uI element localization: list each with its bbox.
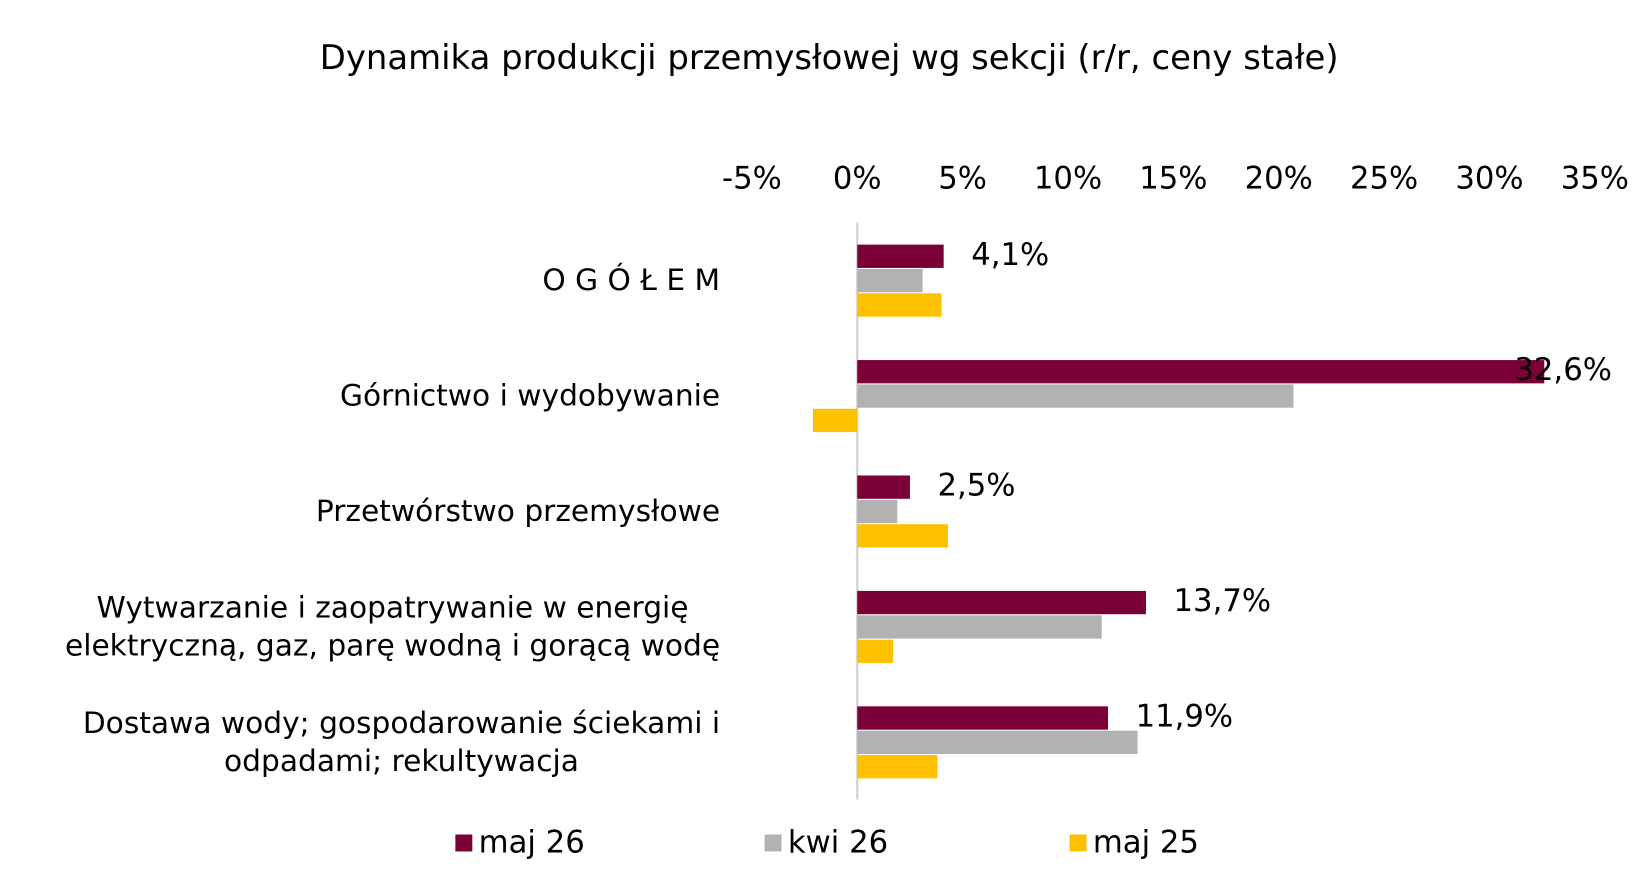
x-tick-label: 5% — [938, 161, 987, 197]
x-tick-label: 0% — [833, 161, 882, 197]
x-tick-label: 35% — [1561, 161, 1629, 197]
category-text: O G Ó Ł E M — [542, 262, 721, 298]
category-label: O G Ó Ł E M — [542, 262, 720, 300]
legend-swatch — [455, 834, 473, 852]
value-label: 13,7% — [1174, 583, 1272, 619]
chart-title: Dynamika produkcji przemysłowej wg sekcj… — [320, 38, 1339, 77]
bar — [857, 475, 910, 499]
bar — [857, 730, 1138, 755]
bar — [857, 706, 1109, 730]
bar — [857, 268, 923, 293]
category-text: Wytwarzanie i zaopatrywanie w energię el… — [64, 589, 721, 663]
bar — [857, 360, 1545, 384]
legend-swatch — [1069, 834, 1087, 852]
bar — [813, 408, 858, 433]
x-tick-label: -5% — [722, 161, 782, 197]
category-label: Górnictwo i wydobywanie — [340, 377, 720, 415]
value-label: 32,6% — [1514, 352, 1612, 388]
category-text: Dostawa wody; gospodarowanie ściekami i … — [82, 705, 721, 779]
value-label: 4,1% — [971, 237, 1049, 273]
bar — [857, 499, 898, 524]
bar — [857, 524, 948, 548]
category-label: Dostawa wody; gospodarowanie ściekami i … — [83, 704, 720, 780]
bar — [857, 615, 1102, 639]
value-label: 2,5% — [937, 468, 1015, 504]
legend-swatch — [764, 834, 782, 852]
value-label: 11,9% — [1136, 699, 1234, 735]
x-tick-label: 25% — [1350, 161, 1418, 197]
x-tick-label: 10% — [1034, 161, 1102, 197]
category-text: Przetwórstwo przemysłowe — [315, 493, 721, 529]
legend-label: maj 26 — [479, 825, 585, 861]
category-label: Wytwarzanie i zaopatrywanie w energię el… — [65, 589, 720, 665]
bar — [857, 590, 1146, 615]
category-text: Górnictwo i wydobywanie — [340, 378, 721, 414]
legend-label: kwi 26 — [788, 825, 888, 861]
legend-label: maj 25 — [1093, 825, 1199, 861]
bar — [857, 384, 1294, 408]
category-label: Przetwórstwo przemysłowe — [316, 492, 720, 530]
x-tick-label: 15% — [1139, 161, 1207, 197]
bar — [857, 244, 944, 268]
x-tick-label: 20% — [1245, 161, 1313, 197]
bar — [857, 755, 938, 779]
bar — [857, 639, 894, 663]
x-tick-label: 30% — [1455, 161, 1523, 197]
bar — [857, 293, 942, 317]
